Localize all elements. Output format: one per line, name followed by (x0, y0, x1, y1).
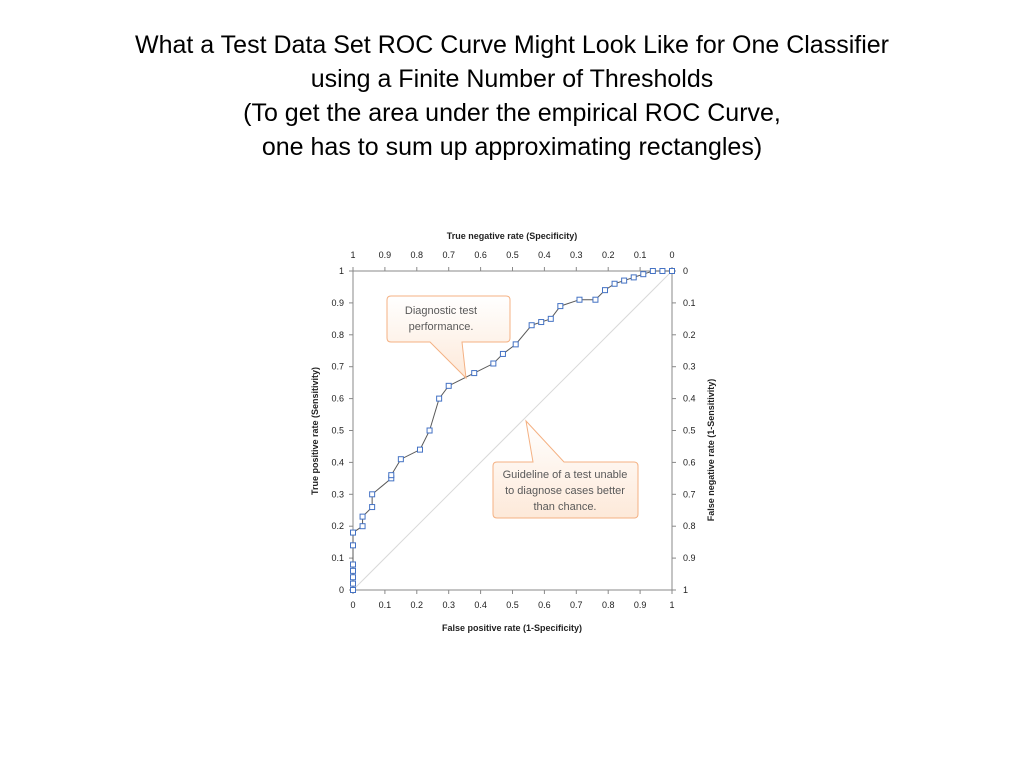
y-tick-label: 0.1 (331, 553, 344, 563)
roc-point (350, 529, 356, 536)
y-tick-label: 1 (339, 266, 344, 276)
roc-point (649, 268, 656, 274)
roc-point (490, 360, 497, 367)
callout-guideline-line: to diagnose cases better (505, 485, 625, 497)
right-tick-label: 1 (683, 585, 688, 595)
roc-point (547, 315, 554, 322)
right-axis-title: False negative rate (1-Sensitivity) (706, 379, 716, 522)
roc-point (445, 382, 452, 389)
roc-point (388, 472, 395, 479)
roc-point (640, 271, 647, 278)
roc-point (669, 268, 675, 274)
top-tick-label: 1 (350, 250, 355, 260)
callout-diagnostic-line: Diagnostic test (405, 305, 477, 317)
roc-point (350, 567, 356, 574)
roc-point (369, 504, 376, 511)
roc-point (499, 350, 506, 357)
y-tick-label: 0.3 (331, 489, 344, 499)
y-tick-label: 0 (339, 585, 344, 595)
top-tick-label: 0.3 (570, 250, 583, 260)
right-tick-label: 0.8 (683, 521, 696, 531)
roc-point (630, 274, 637, 281)
x-tick-label: 0.5 (506, 600, 519, 610)
roc-point (659, 268, 666, 274)
callout-diagnostic-line: performance. (409, 321, 474, 333)
callout-diagnostic-performance: Diagnostic test performance. (386, 295, 511, 380)
x-axis-title: False positive rate (1-Specificity) (442, 623, 582, 633)
top-tick-label: 0.1 (634, 250, 647, 260)
y-tick-label: 0.9 (331, 298, 344, 308)
right-tick-label: 0.5 (683, 426, 696, 436)
slide-title: What a Test Data Set ROC Curve Might Loo… (0, 28, 1024, 164)
right-tick-label: 0.3 (683, 362, 696, 372)
x-tick-label: 0.9 (634, 600, 647, 610)
roc-point (426, 427, 433, 434)
roc-point (602, 287, 609, 294)
x-tick-label: 1 (669, 600, 674, 610)
callout-guideline-line: Guideline of a test unable (503, 469, 628, 481)
roc-point (350, 580, 356, 587)
roc-point (359, 523, 366, 530)
roc-point (611, 280, 618, 287)
y-tick-label: 0.5 (331, 426, 344, 436)
right-tick-label: 0.2 (683, 330, 696, 340)
slide-title-line: one has to sum up approximating rectangl… (261, 133, 763, 161)
roc-point (350, 561, 356, 568)
roc-point (538, 319, 545, 326)
chance-diagonal-line (352, 270, 673, 591)
callout-guideline: Guideline of a test unable to diagnose c… (492, 419, 639, 519)
x-tick-label: 0.7 (570, 600, 583, 610)
x-tick-label: 0.1 (379, 600, 392, 610)
top-tick-label: 0.2 (602, 250, 615, 260)
roc-point (416, 446, 423, 453)
top-tick-label: 0.4 (538, 250, 551, 260)
roc-point (369, 491, 376, 498)
top-tick-label: 0.6 (474, 250, 487, 260)
roc-point (621, 277, 628, 284)
y-tick-label: 0.4 (331, 457, 344, 467)
x-tick-label: 0.3 (442, 600, 455, 610)
roc-point (436, 395, 443, 402)
x-tick-label: 0.8 (602, 600, 615, 610)
y-tick-label: 0.8 (331, 330, 344, 340)
roc-point (512, 341, 519, 348)
slide-title-line: What a Test Data Set ROC Curve Might Loo… (134, 31, 889, 59)
roc-point (528, 322, 535, 329)
roc-point (592, 296, 599, 303)
x-tick-label: 0.4 (474, 600, 487, 610)
top-tick-label: 0.8 (411, 250, 424, 260)
y-axis-title: True positive rate (Sensitivity) (310, 367, 320, 495)
slide-title-line: (To get the area under the empirical ROC… (243, 99, 781, 127)
y-tick-label: 0.6 (331, 394, 344, 404)
roc-point (471, 370, 478, 377)
right-tick-label: 0.9 (683, 553, 696, 563)
roc-point (350, 542, 356, 549)
roc-point (359, 513, 366, 520)
top-tick-label: 0.5 (506, 250, 519, 260)
x-tick-label: 0.6 (538, 600, 551, 610)
top-tick-label: 0 (669, 250, 674, 260)
roc-point (397, 456, 404, 463)
x-tick-label: 0 (350, 600, 355, 610)
callout-guideline-line: than chance. (534, 501, 597, 513)
y-tick-label: 0.7 (331, 362, 344, 372)
right-tick-label: 0.6 (683, 457, 696, 467)
right-tick-label: 0.4 (683, 394, 696, 404)
x-tick-label: 0.2 (411, 600, 424, 610)
roc-point (557, 303, 564, 310)
slide-title-line: using a Finite Number of Thresholds (310, 65, 714, 93)
roc-point (350, 574, 356, 581)
top-tick-label: 0.7 (442, 250, 455, 260)
top-axis-title: True negative rate (Specificity) (447, 231, 578, 241)
right-tick-label: 0.1 (683, 298, 696, 308)
y-tick-label: 0.2 (331, 521, 344, 531)
roc-point (576, 296, 583, 303)
right-tick-label: 0 (683, 266, 688, 276)
top-tick-label: 0.9 (379, 250, 392, 260)
roc-point (350, 587, 356, 593)
right-tick-label: 0.7 (683, 489, 696, 499)
